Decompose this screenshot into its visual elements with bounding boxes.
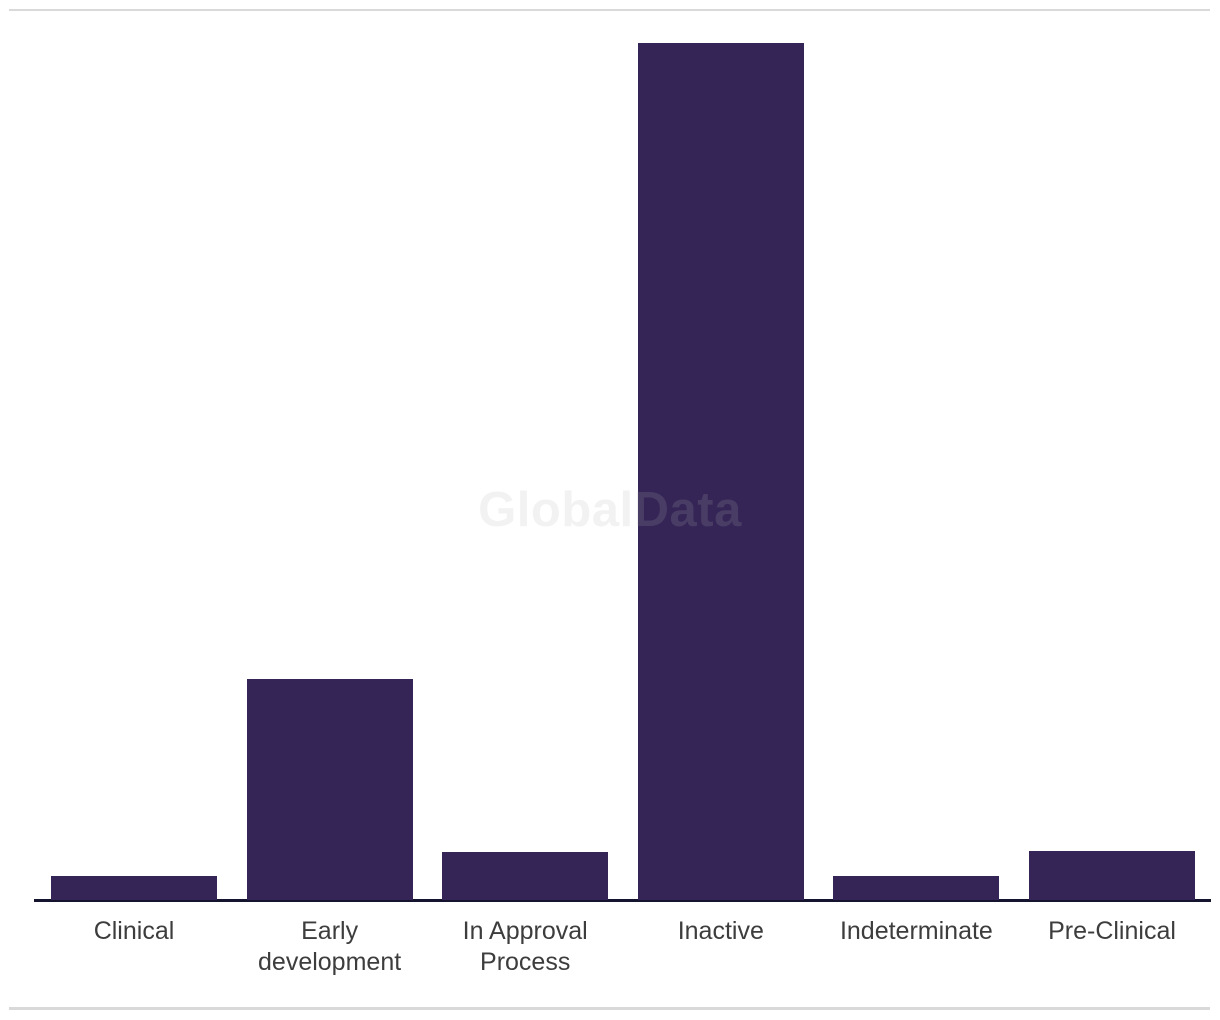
bar-inactive[interactable] bbox=[637, 43, 804, 900]
x-axis-label-clinical: Clinical bbox=[93, 917, 175, 945]
x-axis-label-pre-clinical: Pre-Clinical bbox=[1048, 917, 1176, 945]
x-axis-label-inactive: Inactive bbox=[677, 917, 764, 945]
bar-indeterminate[interactable] bbox=[833, 876, 1000, 900]
bar-clinical[interactable] bbox=[51, 876, 217, 900]
bar-in-approval-process[interactable] bbox=[442, 852, 609, 900]
globaldata-watermark: GlobalData bbox=[478, 483, 742, 537]
bar-early-development[interactable] bbox=[246, 679, 413, 900]
bottom-divider bbox=[9, 1007, 1210, 1010]
x-axis-label-indeterminate: Indeterminate bbox=[839, 917, 993, 945]
x-axis-label-early-development: Early development bbox=[258, 917, 402, 976]
bar-pre-clinical[interactable] bbox=[1029, 851, 1195, 900]
x-axis-label-in-approval-process: In Approval Process bbox=[462, 917, 588, 976]
top-divider bbox=[9, 9, 1210, 11]
x-axis-line bbox=[34, 899, 1211, 902]
